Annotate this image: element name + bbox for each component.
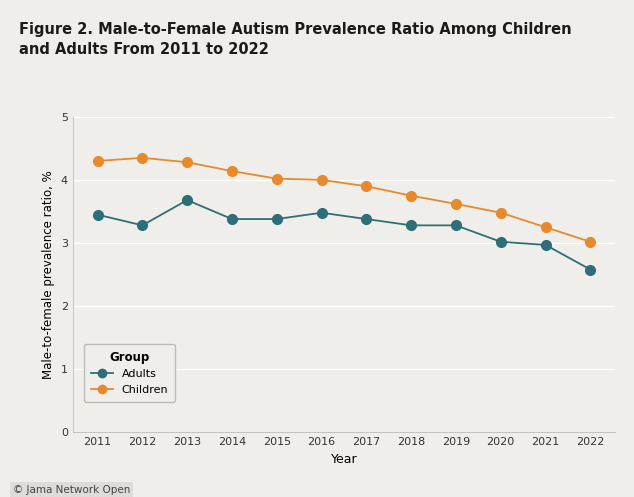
X-axis label: Year: Year [331, 453, 357, 466]
Text: Figure 2. Male-to-Female Autism Prevalence Ratio Among Children
and Adults From : Figure 2. Male-to-Female Autism Prevalen… [19, 22, 572, 57]
Y-axis label: Male-to-female prevalence ratio, %: Male-to-female prevalence ratio, % [42, 170, 55, 379]
Legend: Adults, Children: Adults, Children [84, 344, 175, 402]
Text: © Jama Network Open: © Jama Network Open [13, 485, 130, 495]
